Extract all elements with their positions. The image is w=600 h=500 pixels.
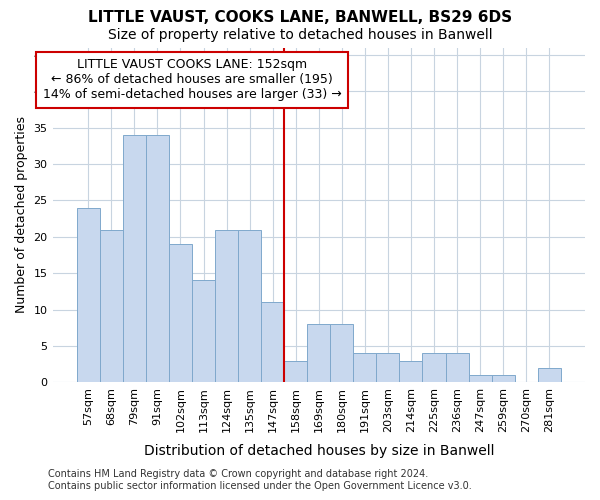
Bar: [215, 230, 238, 382]
Y-axis label: Number of detached properties: Number of detached properties: [15, 116, 28, 314]
Text: Contains HM Land Registry data © Crown copyright and database right 2024.
Contai: Contains HM Land Registry data © Crown c…: [48, 470, 472, 491]
Text: LITTLE VAUST, COOKS LANE, BANWELL, BS29 6DS: LITTLE VAUST, COOKS LANE, BANWELL, BS29 …: [88, 10, 512, 25]
Bar: [400, 360, 422, 382]
Bar: [353, 354, 376, 382]
Bar: [100, 230, 123, 382]
Bar: [469, 375, 491, 382]
Bar: [192, 280, 215, 382]
Text: Size of property relative to detached houses in Banwell: Size of property relative to detached ho…: [107, 28, 493, 42]
Bar: [238, 230, 261, 382]
Bar: [376, 354, 400, 382]
X-axis label: Distribution of detached houses by size in Banwell: Distribution of detached houses by size …: [143, 444, 494, 458]
Bar: [284, 360, 307, 382]
Bar: [446, 354, 469, 382]
Bar: [538, 368, 561, 382]
Text: LITTLE VAUST COOKS LANE: 152sqm
← 86% of detached houses are smaller (195)
14% o: LITTLE VAUST COOKS LANE: 152sqm ← 86% of…: [43, 58, 341, 102]
Bar: [146, 135, 169, 382]
Bar: [330, 324, 353, 382]
Bar: [307, 324, 330, 382]
Bar: [123, 135, 146, 382]
Bar: [422, 354, 446, 382]
Bar: [261, 302, 284, 382]
Bar: [169, 244, 192, 382]
Bar: [491, 375, 515, 382]
Bar: [77, 208, 100, 382]
